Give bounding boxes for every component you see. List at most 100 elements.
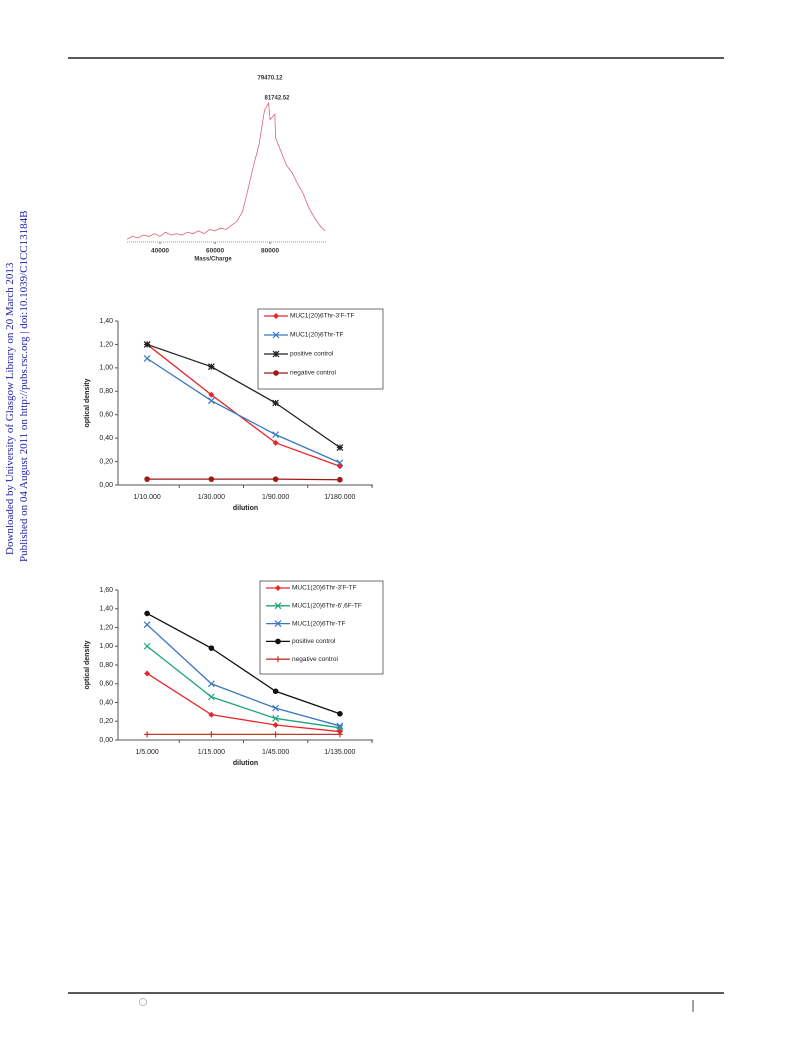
legend-label: MUC1(20)6Thr-TF	[290, 332, 343, 339]
data-point	[275, 585, 281, 591]
marker	[207, 363, 215, 371]
marker	[208, 645, 215, 651]
legend-box	[257, 308, 384, 390]
x-tick-label: 1/30.000	[198, 494, 225, 501]
legend-label: positive control	[290, 351, 334, 358]
data-point	[143, 621, 151, 629]
data-point	[273, 313, 279, 319]
y-tick-label: 0,40	[99, 435, 113, 442]
data-point	[272, 715, 280, 722]
data-point	[337, 476, 343, 483]
legend-label: MUC1(20)6Thr-3'F-TF	[290, 313, 354, 320]
data-point	[273, 370, 279, 376]
y-tick-label: 1,00	[99, 365, 113, 372]
y-tick-label: 0,40	[99, 699, 113, 706]
data-point	[208, 645, 215, 651]
marker	[274, 602, 282, 610]
marker	[272, 331, 280, 339]
marker	[337, 710, 343, 717]
y-tick-label: 0,60	[99, 681, 113, 688]
footer-icon	[139, 998, 147, 1006]
x-tick-label: 1/45.000	[262, 749, 289, 756]
marker	[144, 731, 151, 738]
data-point	[272, 399, 280, 407]
marker	[274, 620, 282, 628]
marker	[275, 585, 281, 591]
marker	[272, 722, 279, 728]
data-point	[272, 331, 280, 339]
marker	[143, 341, 151, 348]
data-point	[143, 642, 151, 650]
marker	[272, 688, 279, 695]
marker	[144, 610, 150, 617]
marker	[143, 642, 151, 650]
y-tick-label: 1,00	[99, 643, 113, 650]
marker	[273, 313, 279, 319]
y-tick-label: 0,60	[99, 412, 113, 419]
series-line	[146, 645, 340, 729]
data-point	[207, 693, 215, 701]
series-line	[146, 672, 340, 733]
x-axis-label: dilution	[233, 760, 258, 767]
data-point	[208, 476, 215, 482]
data-point	[336, 731, 343, 738]
y-tick-label: 1,60	[99, 587, 113, 594]
data-point	[208, 731, 215, 738]
legend-label: MUC1(20)6Thr-6',6F-TF	[292, 603, 362, 610]
x-axis-label: Mass/Charge	[194, 257, 232, 263]
data-point	[207, 397, 215, 405]
marker	[272, 399, 280, 407]
data-point	[144, 670, 151, 677]
x-tick-label: 1/5.000	[135, 749, 158, 756]
legend-label: MUC1(20)6Thr-3'F-TF	[292, 585, 356, 592]
series-line	[146, 343, 341, 467]
x-tick-label: 40000	[151, 248, 169, 255]
marker	[272, 715, 280, 722]
data-point	[272, 350, 280, 358]
marker	[336, 722, 344, 730]
data-point	[144, 610, 150, 617]
data-point	[272, 688, 279, 695]
y-tick-label: 0,00	[99, 482, 113, 489]
x-tick-label: 80000	[261, 248, 279, 255]
y-tick-label: 0,20	[99, 458, 113, 465]
annotation: 81742.52	[264, 96, 290, 102]
data-point	[274, 620, 282, 628]
marker	[273, 370, 279, 376]
legend-box	[259, 580, 384, 675]
legend-label: negative control	[290, 370, 336, 377]
data-point	[144, 731, 151, 738]
data-point	[274, 602, 282, 610]
x-axis-label: dilution	[233, 505, 258, 512]
data-point	[336, 444, 344, 451]
marker	[144, 670, 151, 677]
data-point	[275, 656, 281, 663]
series-line	[146, 612, 341, 715]
marker	[144, 476, 150, 482]
marker	[336, 459, 344, 467]
series-line	[146, 357, 341, 464]
data-point	[272, 439, 279, 446]
y-axis-label: optical density	[84, 378, 91, 427]
x-tick-label: 1/15.000	[198, 749, 225, 756]
series-line	[146, 624, 341, 727]
marker	[272, 704, 280, 712]
data-point	[144, 476, 150, 482]
y-tick-label: 0,00	[99, 737, 113, 744]
y-tick-label: 1,40	[99, 606, 113, 613]
marker	[272, 731, 279, 738]
marker	[272, 476, 279, 482]
y-tick-label: 1,40	[99, 318, 113, 325]
marker	[336, 444, 344, 451]
x-tick-label: 1/10.000	[134, 494, 161, 501]
data-point	[337, 710, 343, 717]
marker	[272, 439, 279, 446]
marker	[275, 638, 281, 645]
legend-label: positive control	[292, 638, 336, 645]
marker	[207, 397, 215, 405]
y-tick-label: 0,80	[99, 662, 113, 669]
marker	[272, 431, 280, 439]
x-tick-label: 1/180.000	[324, 494, 355, 501]
data-point	[272, 731, 279, 738]
